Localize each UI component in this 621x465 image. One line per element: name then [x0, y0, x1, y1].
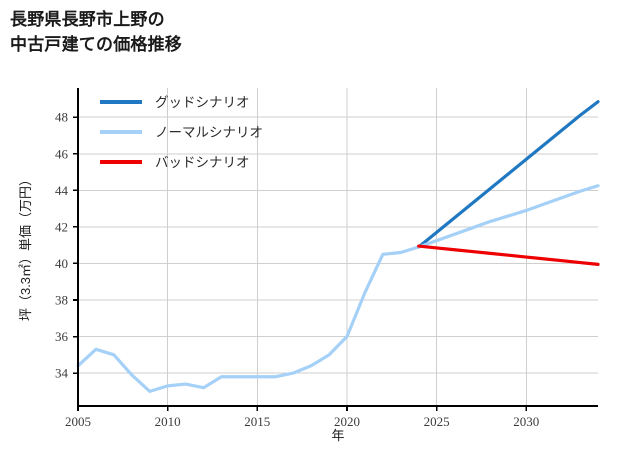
legend-label: ノーマルシナリオ: [155, 125, 263, 140]
x-tick-label: 2010: [155, 414, 181, 429]
x-tick-label: 2025: [424, 414, 450, 429]
x-tick-label: 2030: [513, 414, 539, 429]
x-tick-label: 2020: [334, 414, 360, 429]
vertical-gridlines: [77, 88, 527, 406]
series-line: [417, 100, 600, 249]
horizontal-gridlines: [78, 116, 598, 374]
legend-label: グッドシナリオ: [155, 95, 250, 110]
y-tick-label: 44: [55, 183, 69, 198]
series-lines: [76, 100, 600, 393]
y-tick-label: 48: [55, 110, 68, 125]
y-tick-labels: 34 36 38 40 42 44 46 48: [55, 110, 69, 381]
chart-title-line2: 中古戸建ての価格推移: [10, 34, 182, 54]
x-tick-marks: [77, 406, 528, 411]
y-axis-title: 坪（3.3㎡）単価（万円）: [18, 173, 33, 321]
x-tick-label: 2015: [244, 414, 270, 429]
y-tick-label: 34: [55, 366, 69, 381]
y-tick-marks: [73, 116, 78, 374]
chart-title: 長野県長野市上野の 中古戸建ての価格推移: [10, 8, 510, 57]
x-tick-labels: 2005 2010 2015 2020 2025 2030: [65, 414, 539, 429]
x-axis-title: 年: [331, 428, 344, 443]
series-line: [417, 244, 600, 266]
chart-title-line1: 長野県長野市上野の: [10, 10, 165, 29]
y-tick-label: 42: [55, 219, 68, 234]
y-tick-label: 46: [55, 146, 69, 161]
y-tick-label: 40: [55, 256, 68, 271]
x-tick-label: 2005: [65, 414, 91, 429]
y-tick-label: 38: [55, 293, 68, 308]
y-tick-label: 36: [55, 329, 69, 344]
series-line: [76, 184, 600, 393]
axis-lines: [76, 88, 598, 408]
legend-label: バッドシナリオ: [155, 155, 250, 170]
